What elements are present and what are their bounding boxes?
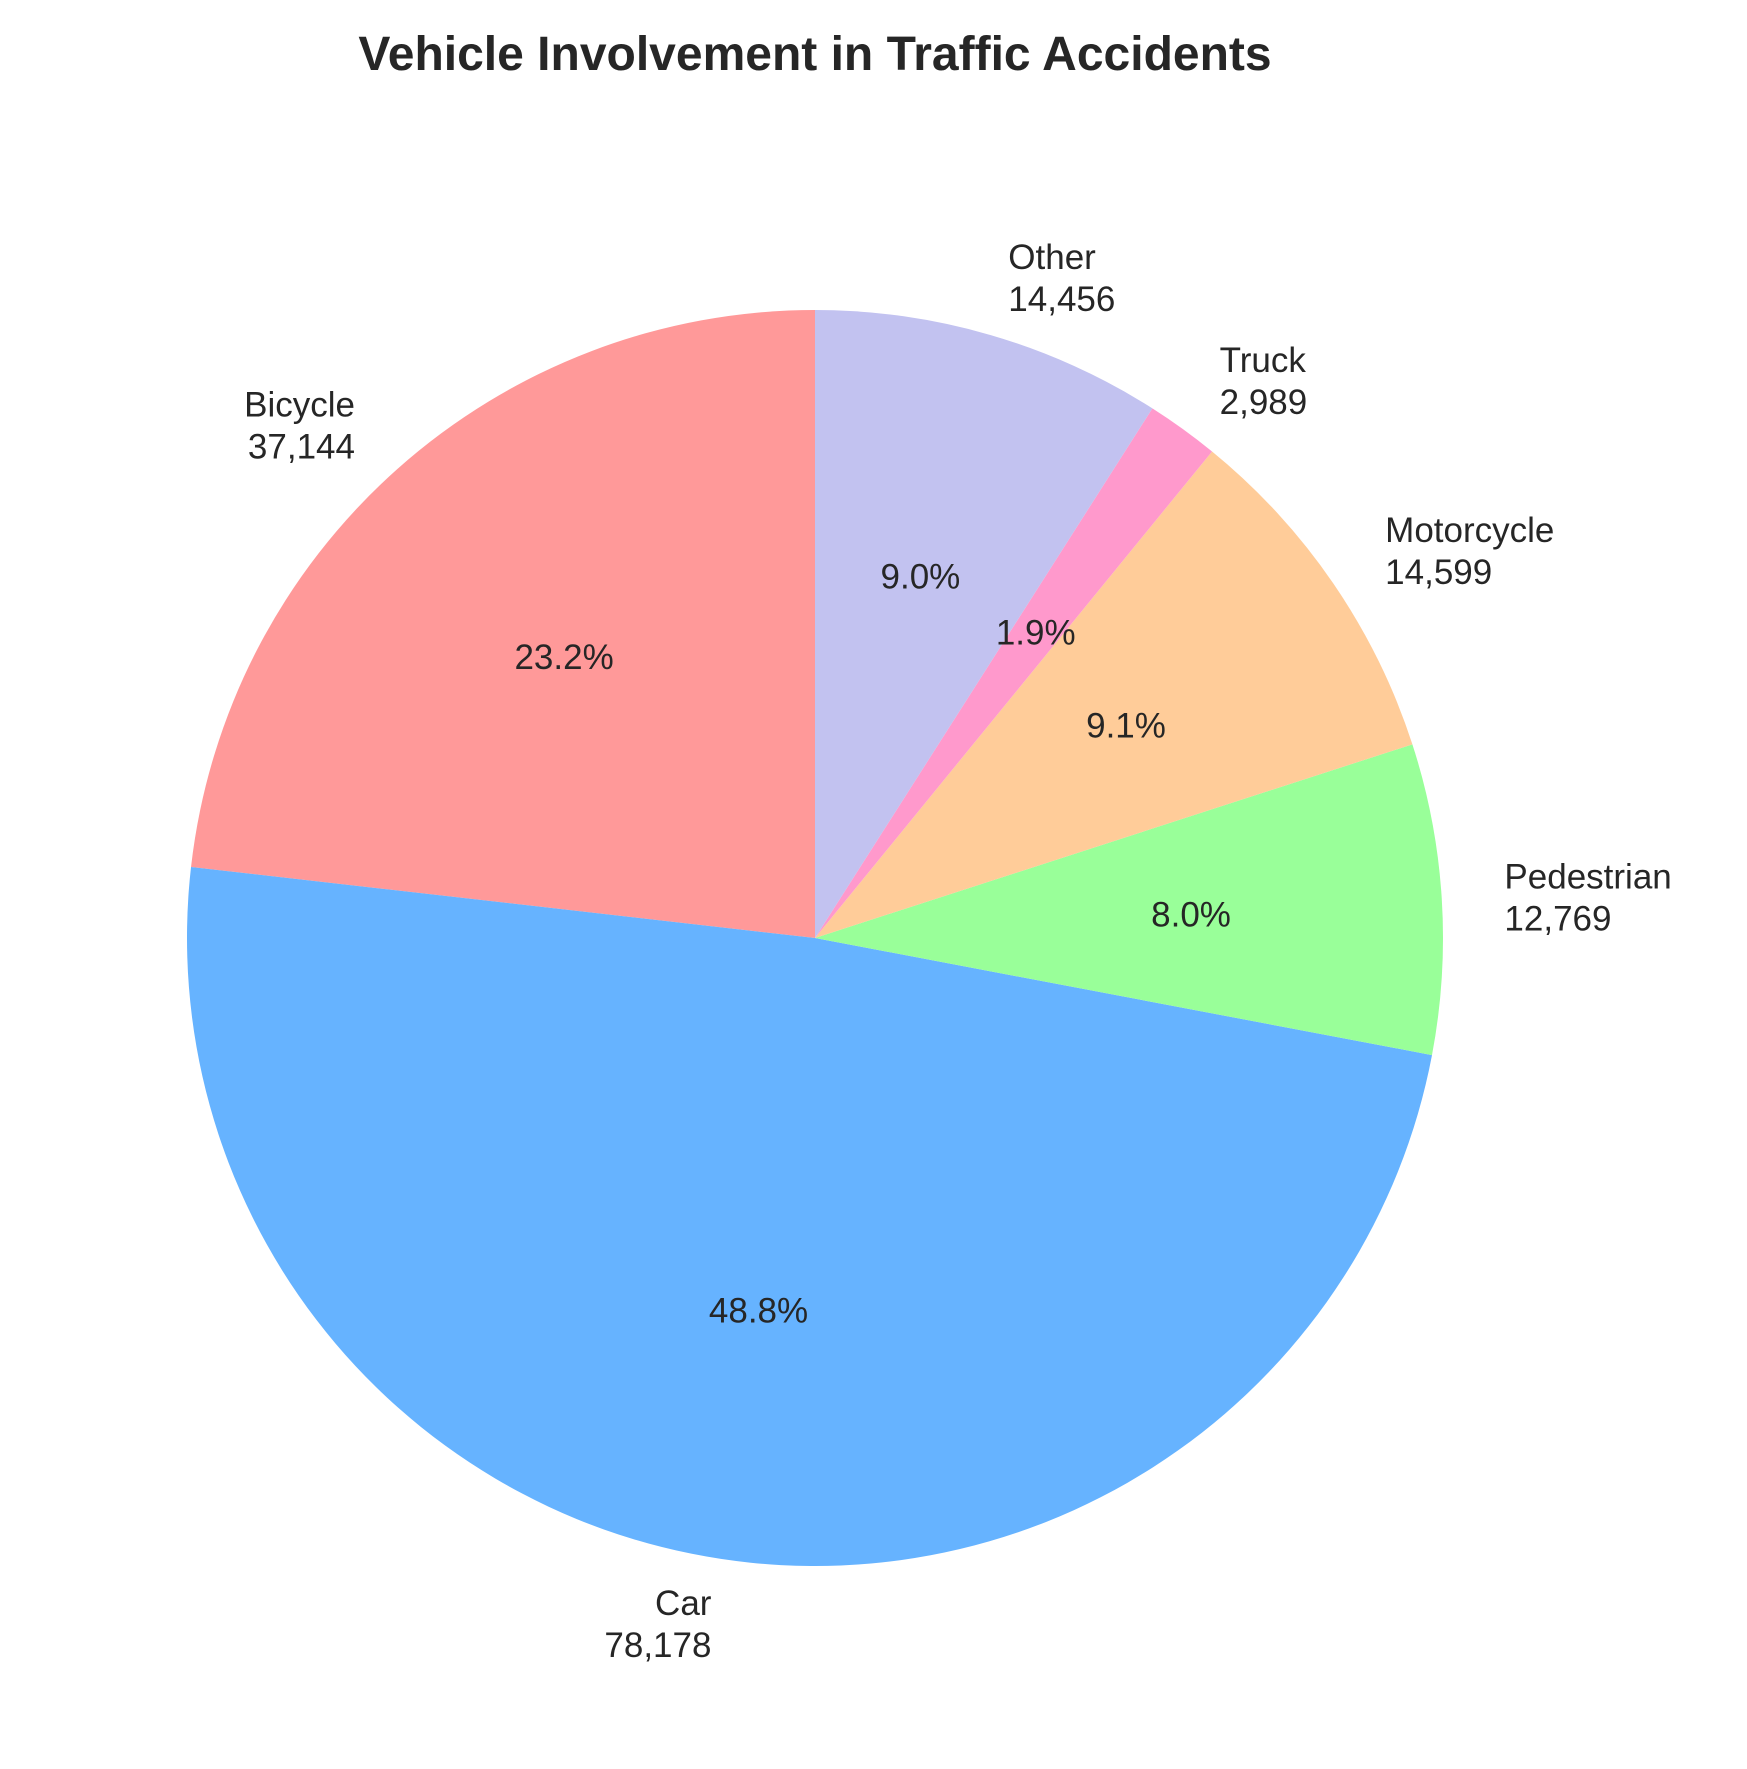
value-label-pedestrian: 12,769	[1504, 900, 1611, 939]
value-label-other: 14,456	[1008, 280, 1115, 319]
category-label-truck: Truck	[1220, 341, 1307, 380]
category-label-car: Car	[655, 1584, 712, 1623]
percent-label-motorcycle: 9.1%	[1086, 706, 1166, 745]
percent-label-truck: 1.9%	[996, 614, 1076, 653]
value-label-car: 78,178	[604, 1626, 711, 1665]
chart-title: Vehicle Involvement in Traffic Accidents	[358, 28, 1271, 81]
pie-slices	[187, 310, 1443, 1566]
value-label-truck: 2,989	[1220, 383, 1308, 422]
category-label-other: Other	[1008, 238, 1096, 277]
percent-label-car: 48.8%	[709, 1292, 808, 1331]
percent-label-bicycle: 23.2%	[514, 638, 613, 677]
category-label-motorcycle: Motorcycle	[1385, 511, 1554, 550]
category-label-bicycle: Bicycle	[244, 386, 355, 425]
percent-label-pedestrian: 8.0%	[1151, 895, 1231, 934]
value-label-motorcycle: 14,599	[1385, 553, 1492, 592]
percent-label-other: 9.0%	[881, 557, 961, 596]
value-label-bicycle: 37,144	[248, 428, 355, 467]
category-label-pedestrian: Pedestrian	[1504, 858, 1671, 897]
